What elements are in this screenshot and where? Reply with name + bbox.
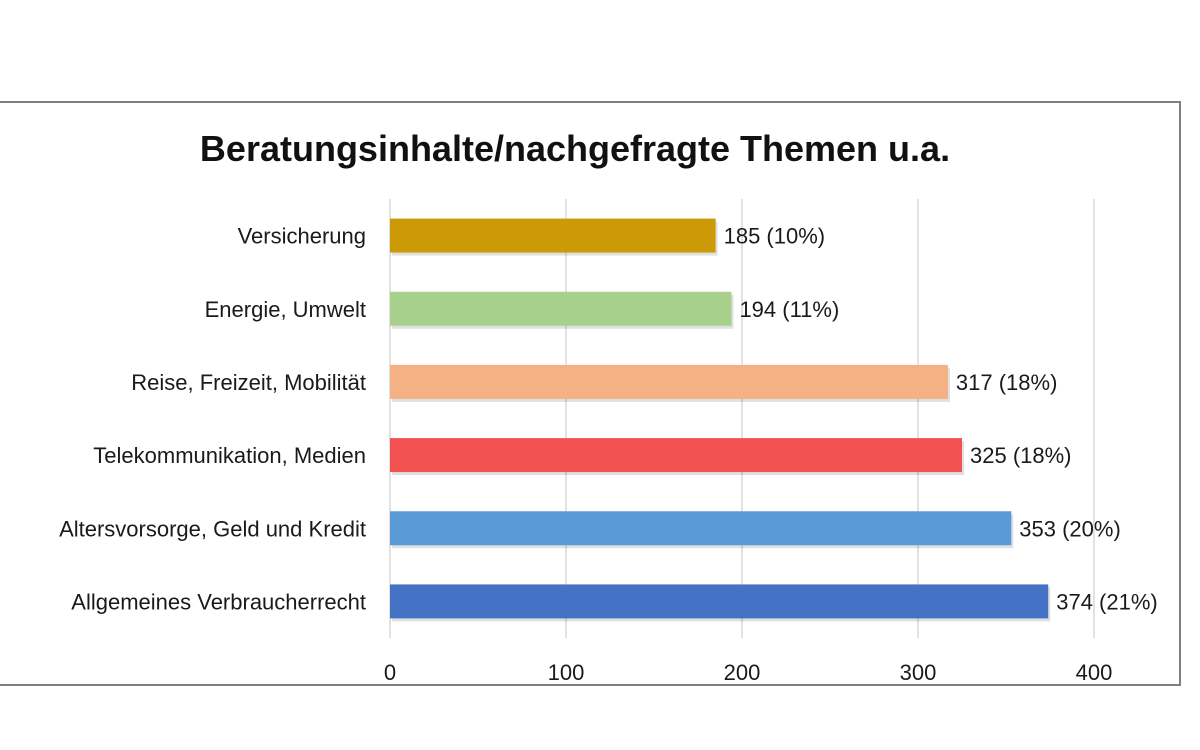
category-label: Telekommunikation, Medien [93,443,366,468]
value-labels: 185 (10%) 194 (11%) 317 (18%) 325 (18%) 353 … [724,224,1158,615]
bars [390,218,1051,622]
data-label: 374 (21%) [1056,589,1158,614]
chart-title: Beratungsinhalte/nachgefragte Themen u.a… [200,128,950,169]
category-label: Energie, Umwelt [205,297,366,322]
bar [390,291,732,326]
category-label: Altersvorsorge, Geld und Kredit [59,516,366,541]
bar [390,438,962,473]
data-label: 353 (20%) [1019,516,1121,541]
bar [390,218,716,253]
bar [390,364,948,399]
data-label: 325 (18%) [970,443,1072,468]
category-label: Allgemeines Verbraucherrecht [71,589,366,614]
data-label: 185 (10%) [724,224,826,249]
category-labels: Versicherung Energie, Umwelt Reise, Freize… [59,224,366,615]
x-tick-label: 200 [724,660,761,685]
x-axis-ticks: 0 100 200 300 400 [384,660,1112,685]
gridlines [389,199,1095,638]
data-label: 194 (11%) [739,297,839,322]
bar [390,584,1049,619]
bar [390,511,1012,546]
x-tick-label: 300 [900,660,937,685]
x-tick-label: 100 [548,660,585,685]
chart-frame: Beratungsinhalte/nachgefragte Themen u.a… [0,101,1181,686]
category-label: Versicherung [238,224,366,249]
x-tick-label: 400 [1076,660,1113,685]
category-label: Reise, Freizeit, Mobilität [131,370,366,395]
x-tick-label: 0 [384,660,396,685]
data-label: 317 (18%) [956,370,1058,395]
bar-chart: Beratungsinhalte/nachgefragte Themen u.a… [59,128,1158,685]
